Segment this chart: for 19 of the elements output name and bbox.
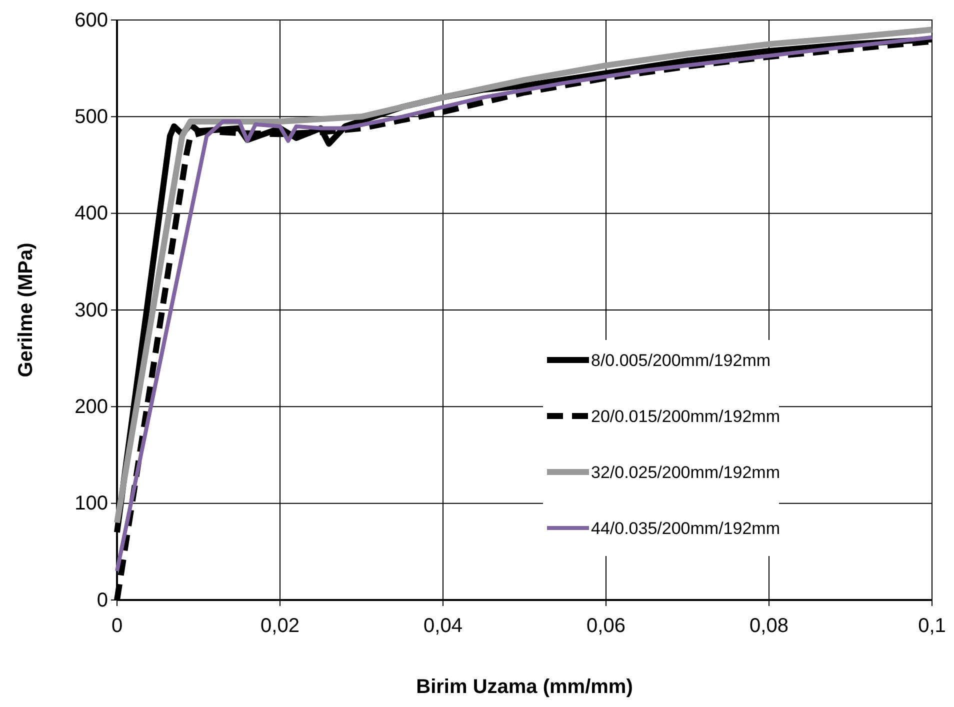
x-tick-label: 0,06 [586,615,626,638]
legend-label: 20/0.015/200mm/192mm [591,407,780,426]
x-tick-label: 0 [111,615,123,638]
x-axis-title: Birim Uzama (mm/mm) [416,676,633,698]
legend-label: 44/0.035/200mm/192mm [591,519,780,538]
y-tick-label: 500 [74,106,108,128]
y-tick-label: 100 [74,492,108,515]
y-tick-label: 200 [74,396,108,418]
legend-label: 32/0.025/200mm/192mm [591,463,780,482]
y-axis-title: Gerilme (MPa) [15,242,37,378]
x-tick-label: 0,1 [918,615,946,638]
x-tick-label: 0,08 [750,615,788,638]
legend-label: 8/0.005/200mm/192mm [591,351,771,370]
y-tick-label: 400 [74,202,108,225]
x-tick-label: 0,04 [424,615,462,638]
y-tick-label: 300 [74,299,108,322]
y-tick-label: 600 [74,9,108,32]
x-tick-label: 0,02 [260,615,300,638]
y-tick-label: 0 [96,589,108,612]
